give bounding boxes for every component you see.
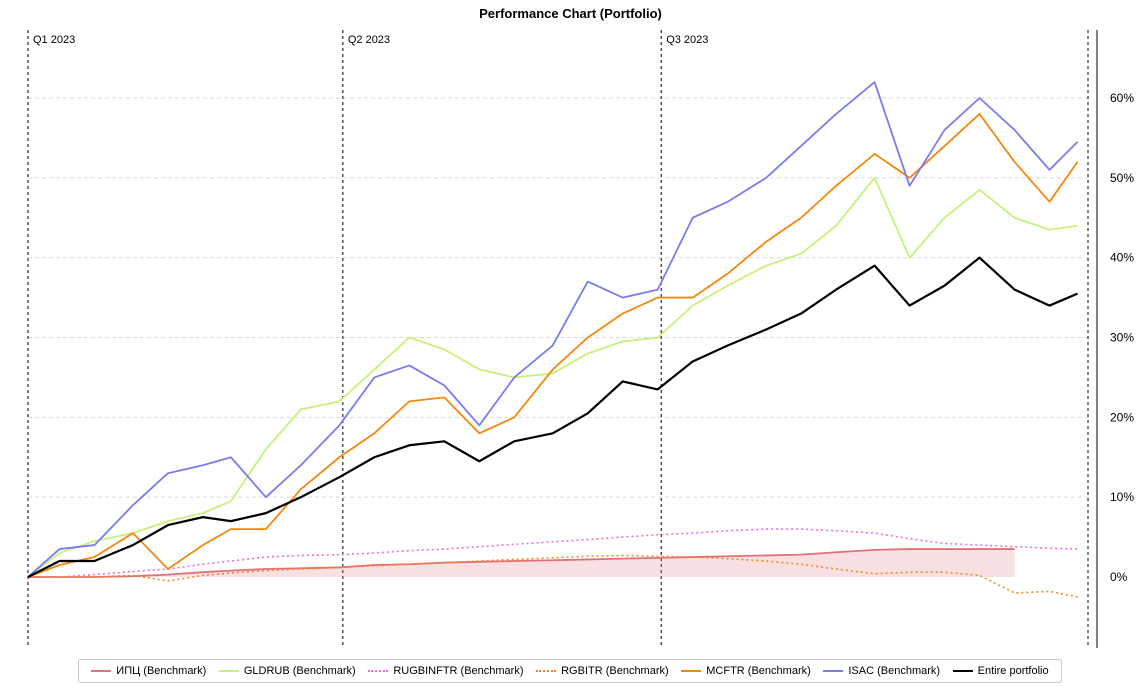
series-line-mcftr-benchmark: [27, 113, 1079, 578]
series-line-rugbinftr-benchmark: [28, 528, 1078, 578]
legend-label: GLDRUB (Benchmark): [243, 665, 356, 677]
legend-label: Entire portfolio: [977, 665, 1049, 677]
legend-item[interactable]: ISAC (Benchmark): [823, 665, 940, 677]
line-chart: Q1 2023 Q2 2023 Q3 2023 0% 10% 20% 30% 40% 50% 6…: [27, 30, 1134, 648]
legend-swatch: [91, 670, 112, 672]
legend-item[interactable]: RGBITR (Benchmark): [536, 665, 669, 677]
series-line-ипц-benchmark: [28, 548, 1015, 578]
legend-swatch: [681, 670, 702, 672]
series-line-isac-benchmark: [27, 81, 1079, 578]
quarter-label: Q1 2023: [33, 34, 75, 46]
series-lines: [27, 81, 1079, 598]
legend-item[interactable]: RUGBINFTR (Benchmark): [368, 665, 524, 677]
legend-label: ISAC (Benchmark): [848, 665, 941, 677]
legend-item[interactable]: GLDRUB (Benchmark): [218, 665, 356, 677]
legend-label: RUGBINFTR (Benchmark): [393, 665, 524, 677]
legend-swatch: [368, 670, 389, 672]
legend-label: MCFTR (Benchmark): [706, 665, 811, 677]
quarter-label: Q2 2023: [348, 34, 390, 46]
quarter-label: Q3 2023: [666, 34, 708, 46]
y-tick-labels: 0% 10% 20% 30% 40% 50% 60%: [1110, 91, 1134, 584]
series-line-entire-portfolio: [27, 256, 1078, 578]
y-tick-label: 30%: [1110, 331, 1134, 345]
legend: ИПЦ (Benchmark) GLDRUB (Benchmark) RUGBINF…: [78, 659, 1062, 683]
y-tick-label: 60%: [1110, 91, 1134, 105]
legend-item[interactable]: MCFTR (Benchmark): [681, 665, 811, 677]
quarter-markers: Q1 2023 Q2 2023 Q3 2023: [27, 30, 1089, 648]
legend-label: RGBITR (Benchmark): [561, 665, 669, 677]
y-tick-label: 10%: [1110, 490, 1134, 504]
legend-label: ИПЦ (Benchmark): [116, 665, 207, 677]
y-tick-label: 20%: [1110, 410, 1134, 424]
series-line-rgbitr-benchmark: [28, 554, 1078, 598]
y-tick-label: 50%: [1110, 171, 1134, 185]
y-tick-label: 40%: [1110, 251, 1134, 265]
series-line-gldrub-benchmark: [27, 176, 1078, 578]
legend-item[interactable]: Entire portfolio: [952, 665, 1049, 677]
y-tick-label: 0%: [1110, 570, 1128, 584]
legend-swatch: [218, 670, 239, 672]
legend-swatch: [536, 670, 557, 672]
gridlines: [28, 97, 1090, 498]
legend-item[interactable]: ИПЦ (Benchmark): [91, 665, 206, 677]
chart-title: Performance Chart (Portfolio): [479, 6, 662, 21]
legend-swatch: [952, 670, 973, 672]
legend-swatch: [823, 670, 844, 672]
